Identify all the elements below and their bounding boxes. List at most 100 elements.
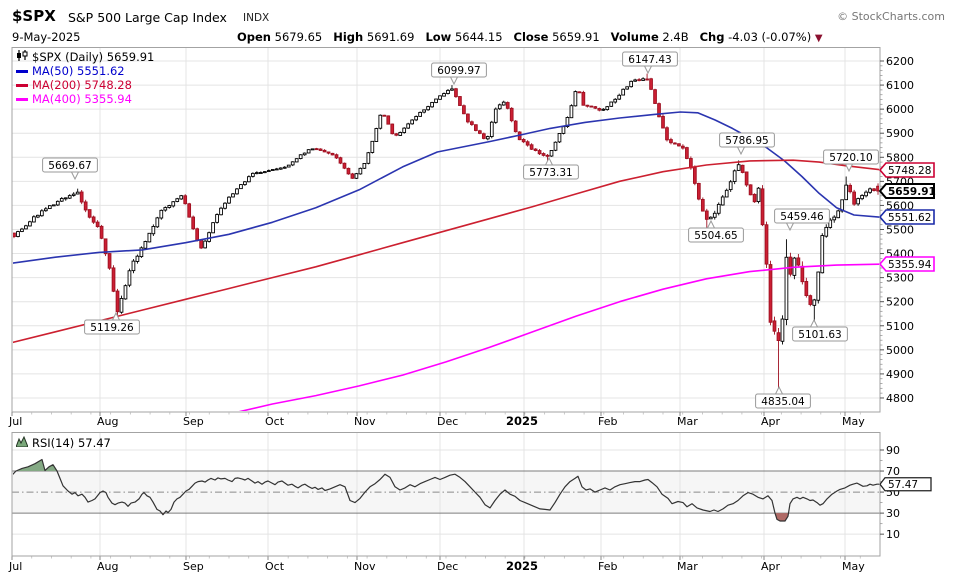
price-tick-label: 6000: [886, 103, 914, 116]
candle-body: [422, 109, 426, 113]
candle-body: [700, 198, 705, 212]
candle-body: [83, 201, 88, 211]
candle-body: [330, 152, 335, 156]
ma50-line: [13, 111, 879, 264]
candle-body: [549, 150, 554, 157]
annotation-box: [719, 132, 775, 148]
candle-body: [744, 171, 749, 186]
legend-ma400-text: MA(400) 5355.94: [32, 92, 132, 106]
candle-body: [111, 267, 116, 292]
candle-body: [828, 219, 833, 228]
candle-body: [43, 208, 48, 212]
candle-body: [235, 188, 239, 195]
candle-body: [581, 91, 586, 106]
candle-body: [501, 101, 506, 106]
rsi-oversold-fill: [775, 513, 789, 521]
quote-close-value: 5659.91: [552, 30, 600, 44]
candle-body: [406, 123, 411, 129]
candle-body: [585, 104, 590, 107]
month-label-bottom: Dec: [437, 560, 458, 573]
candle-body: [187, 203, 192, 218]
candle-body: [274, 168, 279, 171]
callout-text: 5659.91: [888, 186, 936, 198]
candle-body: [633, 79, 637, 82]
quote-chg-value: -4.03 (-0.07%): [728, 30, 812, 44]
candle-body: [509, 107, 514, 122]
candle-body: [147, 232, 152, 243]
candle-body: [155, 217, 160, 228]
candle-body: [127, 270, 132, 286]
annotation-label: 5101.63: [792, 318, 848, 342]
candle-body: [808, 295, 813, 305]
rsi-callout: 57.47: [879, 477, 932, 492]
candle-body: [211, 222, 215, 234]
annotation-text: 5773.31: [529, 167, 572, 179]
candlestick-icon: [16, 50, 28, 64]
month-label-bottom: Nov: [354, 560, 376, 573]
ma50-line-swatch: [16, 69, 28, 73]
candle-body: [760, 188, 765, 226]
candle-body: [577, 91, 582, 94]
candle-body: [414, 116, 418, 121]
price-tick-label: 5500: [886, 223, 914, 236]
candle-body: [529, 144, 534, 150]
rsi-band: [12, 471, 880, 514]
quote-open-label: Open: [237, 30, 271, 44]
month-label-top: Feb: [598, 415, 617, 428]
quote-low-value: 5644.15: [454, 30, 503, 44]
candle-body: [481, 133, 486, 139]
month-label-top: 2025: [506, 414, 538, 428]
stockcharts-credit-link[interactable]: © StockCharts.com: [837, 10, 945, 23]
candle-body: [872, 188, 876, 192]
candle-body: [848, 184, 852, 193]
candle-body: [262, 171, 267, 174]
legend-item-ma200: MA(200) 5748.28: [16, 78, 154, 92]
quote-high-value: 5691.69: [366, 30, 415, 44]
quote-chg-label: Chg: [699, 30, 725, 44]
candle-body: [179, 195, 184, 200]
candle-body: [832, 216, 837, 221]
annotation-box: [523, 164, 579, 180]
candle-body: [430, 102, 434, 108]
candle-body: [820, 235, 825, 274]
candle-body: [51, 204, 56, 207]
candle-body: [227, 196, 231, 204]
annotation-text: 5720.10: [829, 152, 872, 164]
callout-text: 57.47: [888, 479, 918, 491]
candle-body: [382, 114, 387, 117]
candle-body: [824, 226, 829, 237]
candle-body: [485, 136, 490, 140]
candle-body: [573, 91, 578, 107]
candle-body: [693, 167, 697, 184]
candle-body: [740, 164, 745, 173]
candle-body: [641, 78, 645, 81]
candle-body: [99, 225, 104, 239]
candle-body: [609, 101, 614, 107]
price-tick-label: 4900: [886, 368, 914, 381]
candle-body: [199, 239, 203, 249]
candle-body: [597, 108, 602, 111]
candle-body: [338, 157, 343, 164]
price-tick-label: 6100: [886, 79, 914, 92]
quote-row: Open 5679.65 High 5691.69 Low 5644.15 Close…: [237, 30, 834, 44]
month-label-top: Apr: [761, 415, 781, 428]
annotation-text: 6147.43: [628, 54, 671, 66]
candle-body: [796, 257, 801, 266]
month-label-top: Jul: [8, 415, 22, 428]
candle-body: [259, 172, 263, 174]
annotation-box: [792, 326, 848, 342]
candle-body: [171, 201, 176, 207]
candle-body: [681, 145, 685, 149]
exchange-label: INDX: [243, 12, 270, 24]
candle-body: [362, 163, 367, 169]
candle-body: [788, 256, 793, 275]
candle-body: [402, 127, 407, 133]
candle-body: [541, 153, 546, 156]
candle-body: [852, 191, 856, 205]
annotation-box: [774, 208, 830, 224]
annotation-text: 5669.67: [48, 160, 91, 172]
candle-body: [557, 133, 562, 143]
price-tick-label: 4800: [886, 392, 914, 405]
month-label-bottom: Apr: [761, 560, 781, 573]
candle-body: [764, 224, 769, 265]
